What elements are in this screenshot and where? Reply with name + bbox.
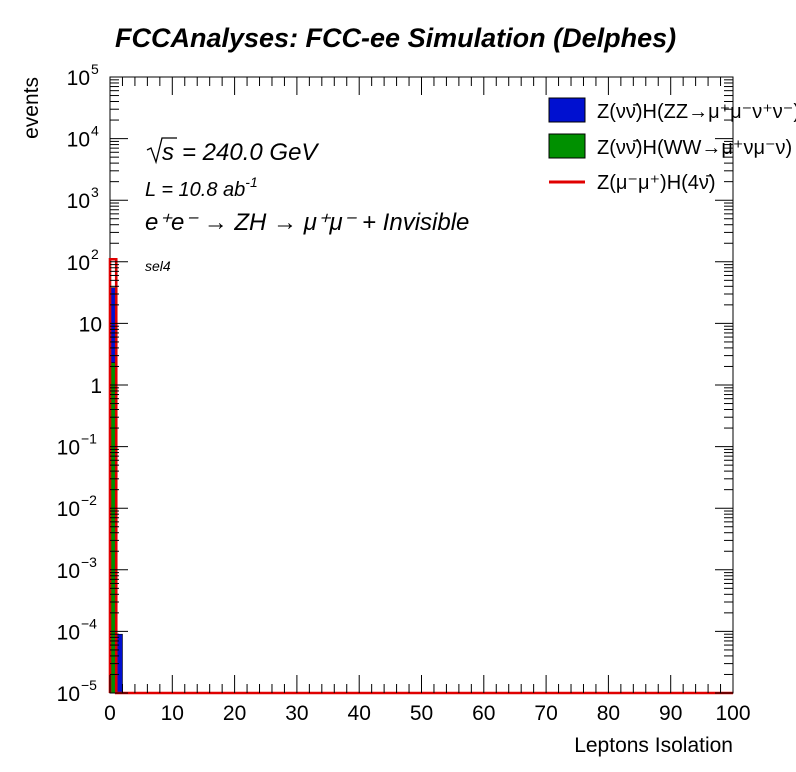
sqrt-symbol	[146, 137, 177, 165]
energy-value: = 240.0 GeV	[182, 139, 319, 166]
y-tick-label: 10	[67, 67, 90, 90]
y-tick-exponent: −1	[81, 431, 97, 447]
luminosity-annotation: L = 10.8 ab-1	[145, 174, 258, 201]
y-tick-exponent: 2	[91, 246, 99, 262]
y-tick-exponent: 3	[91, 184, 99, 200]
x-tick-label: 80	[597, 702, 620, 725]
legend-label-ww: Z(νν̄)H(WW→μ⁺νμ⁻ν)	[597, 137, 792, 159]
y-tick-exponent: −2	[81, 492, 97, 508]
y-tick-label: 10	[57, 560, 80, 583]
luminosity-value: L = 10.8 ab	[145, 179, 245, 201]
legend-label-zz: Z(νν̄)H(ZZ→μ⁺μ⁻ν⁺ν⁻)	[597, 101, 796, 123]
sqrt-s-variable: s	[162, 139, 174, 166]
x-tick-labels: 0 10 20 30 40 50 60 70 80 90 100	[104, 702, 750, 725]
y-tick-label: 10	[57, 498, 80, 521]
legend-swatch-ww	[548, 133, 586, 159]
y-tick-exponent: 4	[91, 123, 99, 139]
x-tick-label: 40	[348, 702, 371, 725]
y-tick-label: 10	[79, 313, 102, 336]
x-tick-label: 70	[534, 702, 557, 725]
y-axis-label: events	[20, 77, 43, 139]
x-tick-label: 20	[223, 702, 246, 725]
y-tick-label: 10	[57, 621, 80, 644]
x-tick-label: 10	[161, 702, 184, 725]
plot-frame	[109, 76, 734, 694]
y-tick-label: 10	[67, 252, 90, 275]
y-tick-label: 10	[57, 683, 80, 706]
y-tick-label: 1	[90, 375, 102, 398]
x-tick-label: 50	[410, 702, 433, 725]
y-tick-exponent: −5	[81, 677, 97, 693]
legend-label-4nu: Z(μ⁻μ⁺)H(4ν̄)	[597, 172, 716, 194]
luminosity-exponent: -1	[245, 174, 257, 190]
y-tick-exponent: −3	[81, 554, 97, 570]
process-annotation: e⁺e⁻ → ZH → μ⁺μ⁻ + Invisible	[145, 209, 469, 236]
y-tick-exponent: −4	[81, 615, 97, 631]
y-tick-label: 10	[57, 437, 80, 460]
selection-label: sel4	[145, 258, 171, 274]
x-tick-label: 90	[659, 702, 682, 725]
x-tick-label: 60	[472, 702, 495, 725]
axis-ticks	[109, 76, 734, 694]
legend: Z(νν̄)H(ZZ→μ⁺μ⁻ν⁺ν⁻) Z(νν̄)H(WW→μ⁺νμ⁻ν) …	[548, 97, 796, 194]
y-tick-exponent: 5	[91, 61, 99, 77]
energy-annotation: s = 240.0 GeV	[146, 137, 319, 166]
legend-swatch-zz	[548, 97, 586, 123]
x-tick-label: 100	[715, 702, 750, 725]
y-tick-label: 10	[67, 190, 90, 213]
x-tick-label: 0	[104, 702, 116, 725]
y-tick-label: 10	[67, 129, 90, 152]
x-axis-label: Leptons Isolation	[574, 734, 733, 757]
chart-title: FCCAnalyses: FCC-ee Simulation (Delphes)	[115, 23, 676, 53]
x-tick-label: 30	[285, 702, 308, 725]
